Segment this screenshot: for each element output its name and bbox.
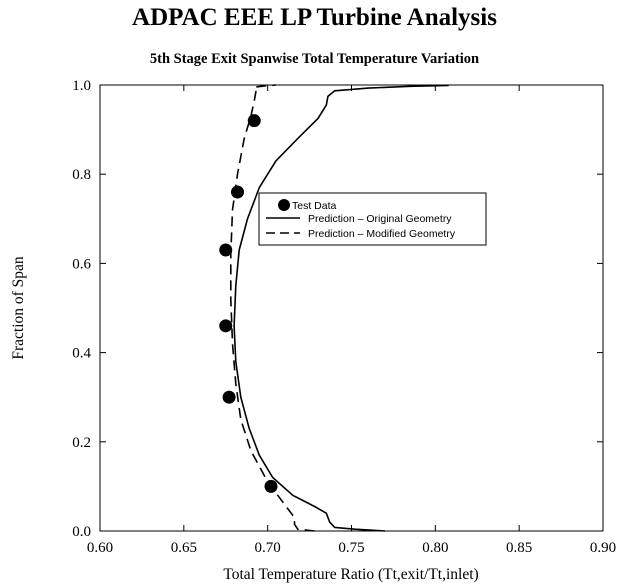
legend-box — [258, 192, 487, 246]
x-tick-label: 0.70 — [255, 540, 281, 556]
y-tick-label: 0.0 — [72, 524, 91, 540]
y-axis-label: Fraction of Span — [10, 256, 27, 360]
test-data-point — [247, 114, 261, 128]
y-tick-label: 0.8 — [72, 167, 91, 183]
x-axis-label: Total Temperature Ratio (Tt,exit/Tt,inle… — [223, 566, 478, 583]
data-series — [219, 84, 449, 532]
x-tick-label: 0.60 — [87, 540, 113, 556]
test-data-point — [230, 185, 244, 199]
test-data-point — [219, 319, 233, 333]
chart-subtitle: 5th Stage Exit Spanwise Total Temperatur… — [149, 51, 480, 67]
x-tick-label: 0.80 — [422, 540, 448, 556]
y-tick-label: 0.2 — [72, 435, 91, 451]
x-tick-label: 0.65 — [171, 540, 197, 556]
legend-marker-test-data — [278, 199, 290, 211]
legend-label-modified: Prediction – Modified Geometry — [308, 228, 456, 240]
legend-label-original: Prediction – Original Geometry — [308, 213, 452, 225]
series-line-original-geometry — [233, 84, 449, 532]
test-data-point — [219, 243, 233, 257]
y-tick-label: 0.4 — [72, 346, 91, 362]
legend: Test Data Prediction – Original Geometry… — [258, 192, 487, 246]
plot-frame — [99, 84, 604, 532]
chart-title: ADPAC EEE LP Turbine Analysis — [132, 4, 497, 31]
x-tick-label: 0.75 — [338, 540, 364, 556]
axis-ticks: 0.60 0.65 0.70 0.75 0.80 0.85 0.90 0.0 0.2 0.4 0.6… — [72, 78, 616, 556]
series-line-modified-geometry — [230, 84, 315, 532]
x-tick-label: 0.90 — [590, 540, 616, 556]
y-tick-label: 1.0 — [72, 78, 91, 94]
x-tick-label: 0.85 — [506, 540, 532, 556]
y-tick-label: 0.6 — [72, 256, 91, 272]
legend-label-test-data: Test Data — [292, 200, 337, 212]
test-data-point — [222, 390, 236, 404]
